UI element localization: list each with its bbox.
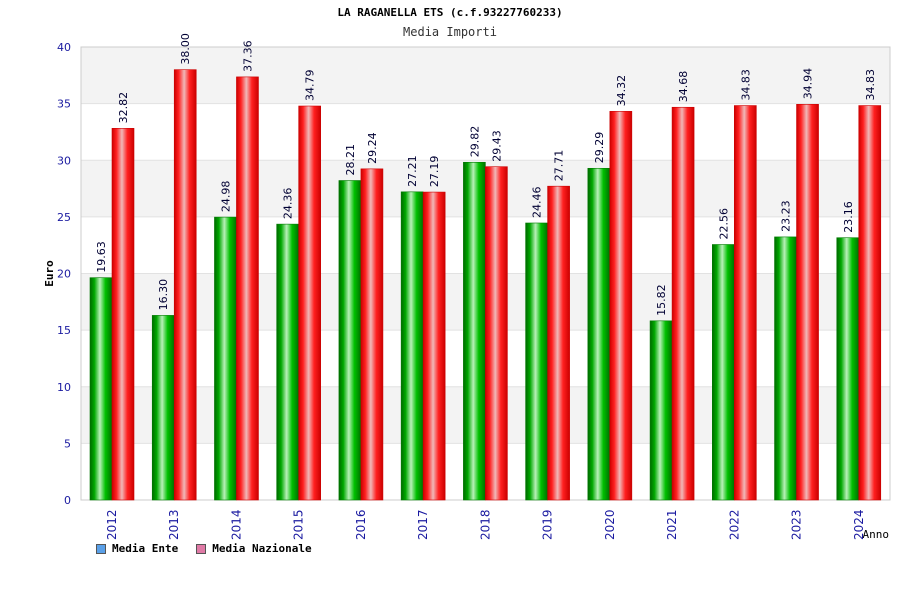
bar-media-ente-2018 <box>463 161 486 501</box>
y-tick-label: 10 <box>57 381 71 394</box>
data-label: 19.63 <box>95 241 108 273</box>
data-label: 29.82 <box>468 126 481 158</box>
bar-media-nazionale-2017 <box>422 191 446 501</box>
bar-media-ente-2024 <box>836 237 860 501</box>
bar-media-nazionale-2015 <box>298 105 321 501</box>
bar-media-ente-2021 <box>649 320 673 501</box>
bar-media-nazionale-2014 <box>236 76 259 501</box>
x-tick-label: 2013 <box>167 509 181 540</box>
data-label: 37.36 <box>241 40 254 72</box>
grid-band <box>81 47 890 104</box>
bar-media-nazionale-2023 <box>796 104 819 501</box>
data-label: 34.83 <box>864 69 877 101</box>
x-tick-label: 2017 <box>416 509 430 540</box>
x-tick-label: 2024 <box>852 509 866 540</box>
x-tick-label: 2022 <box>727 509 741 540</box>
data-label: 27.21 <box>406 155 419 187</box>
bars-layer: 19.63 32.82 16.30 38.00 24.98 37.36 24.36 34.79… <box>89 33 882 501</box>
y-tick-label: 35 <box>57 98 71 111</box>
data-label: 27.19 <box>428 156 441 188</box>
legend-item-media-ente: Media Ente <box>96 542 178 555</box>
y-axis-label: Euro <box>43 260 56 287</box>
bar-media-ente-2022 <box>712 244 735 501</box>
data-label: 29.24 <box>366 132 379 164</box>
bar-media-ente-2012 <box>89 277 113 501</box>
x-axis: 2012 2013 2014 2015 2016 2017 2018 2019 2020 2021… <box>105 509 889 541</box>
x-tick-label: 2015 <box>292 509 306 540</box>
x-tick-label: 2016 <box>354 509 368 540</box>
data-label: 34.68 <box>677 71 690 103</box>
bar-media-nazionale-2020 <box>609 111 633 501</box>
data-label: 23.23 <box>780 200 793 232</box>
data-label: 23.16 <box>842 201 855 233</box>
data-label: 34.79 <box>304 70 317 102</box>
grid-band <box>81 103 890 161</box>
y-axis: 0 5 10 15 20 25 30 35 40 Euro <box>43 41 71 507</box>
data-label: 16.30 <box>157 279 170 311</box>
bar-media-nazionale-2013 <box>173 69 197 501</box>
legend-swatch-media-nazionale <box>196 543 207 554</box>
data-label: 34.83 <box>739 69 752 101</box>
data-label: 24.46 <box>531 186 544 218</box>
legend-label-media-ente: Media Ente <box>112 542 179 555</box>
x-tick-label: 2020 <box>603 509 617 540</box>
data-label: 29.43 <box>490 130 503 162</box>
x-tick-label: 2018 <box>478 509 492 540</box>
bar-media-nazionale-2019 <box>547 185 570 501</box>
data-label: 34.94 <box>802 68 815 100</box>
bar-media-nazionale-2022 <box>734 105 757 501</box>
legend-swatch-media-ente <box>96 543 106 554</box>
data-label: 29.29 <box>593 132 606 164</box>
data-label: 32.82 <box>117 92 130 124</box>
bar-media-nazionale-2021 <box>671 106 695 501</box>
y-tick-label: 25 <box>57 211 71 224</box>
x-tick-label: 2014 <box>229 509 243 540</box>
y-tick-label: 40 <box>57 41 71 54</box>
bar-media-ente-2020 <box>587 167 611 501</box>
legend: Media Ente Media Nazionale <box>96 542 312 555</box>
bar-media-ente-2016 <box>338 180 362 501</box>
x-tick-label: 2012 <box>105 509 119 540</box>
y-tick-label: 15 <box>57 324 71 337</box>
legend-item-media-nazionale: Media Nazionale <box>196 542 312 555</box>
x-tick-label: 2023 <box>790 509 804 540</box>
y-tick-label: 0 <box>64 494 71 507</box>
data-label: 28.21 <box>344 144 357 176</box>
bar-media-ente-2014 <box>214 216 237 501</box>
x-tick-label: 2019 <box>541 509 555 540</box>
legend-label-media-nazionale: Media Nazionale <box>212 542 312 555</box>
bar-media-ente-2019 <box>525 222 548 501</box>
data-label: 34.32 <box>615 75 628 107</box>
bar-media-ente-2015 <box>276 223 299 501</box>
bar-media-nazionale-2018 <box>485 166 508 501</box>
data-label: 15.82 <box>655 284 668 316</box>
data-label: 24.36 <box>282 188 295 220</box>
x-tick-label: 2021 <box>665 509 679 540</box>
y-tick-label: 30 <box>57 154 71 167</box>
chart-title: LA RAGANELLA ETS (c.f.93227760233) <box>337 6 563 19</box>
data-label: 22.56 <box>717 208 730 240</box>
data-label: 27.71 <box>553 150 566 182</box>
bar-media-ente-2013 <box>151 315 175 501</box>
chart-subtitle: Media Importi <box>403 25 497 39</box>
bar-media-nazionale-2024 <box>858 105 882 501</box>
x-axis-label: Anno <box>863 528 890 541</box>
data-label: 38.00 <box>179 33 192 65</box>
bar-media-nazionale-2016 <box>360 168 384 501</box>
data-label: 24.98 <box>219 181 232 213</box>
y-tick-label: 5 <box>64 437 71 450</box>
bar-media-ente-2023 <box>774 236 797 501</box>
bar-media-ente-2017 <box>400 191 424 501</box>
y-tick-label: 20 <box>57 268 71 281</box>
bar-media-nazionale-2012 <box>111 128 135 501</box>
